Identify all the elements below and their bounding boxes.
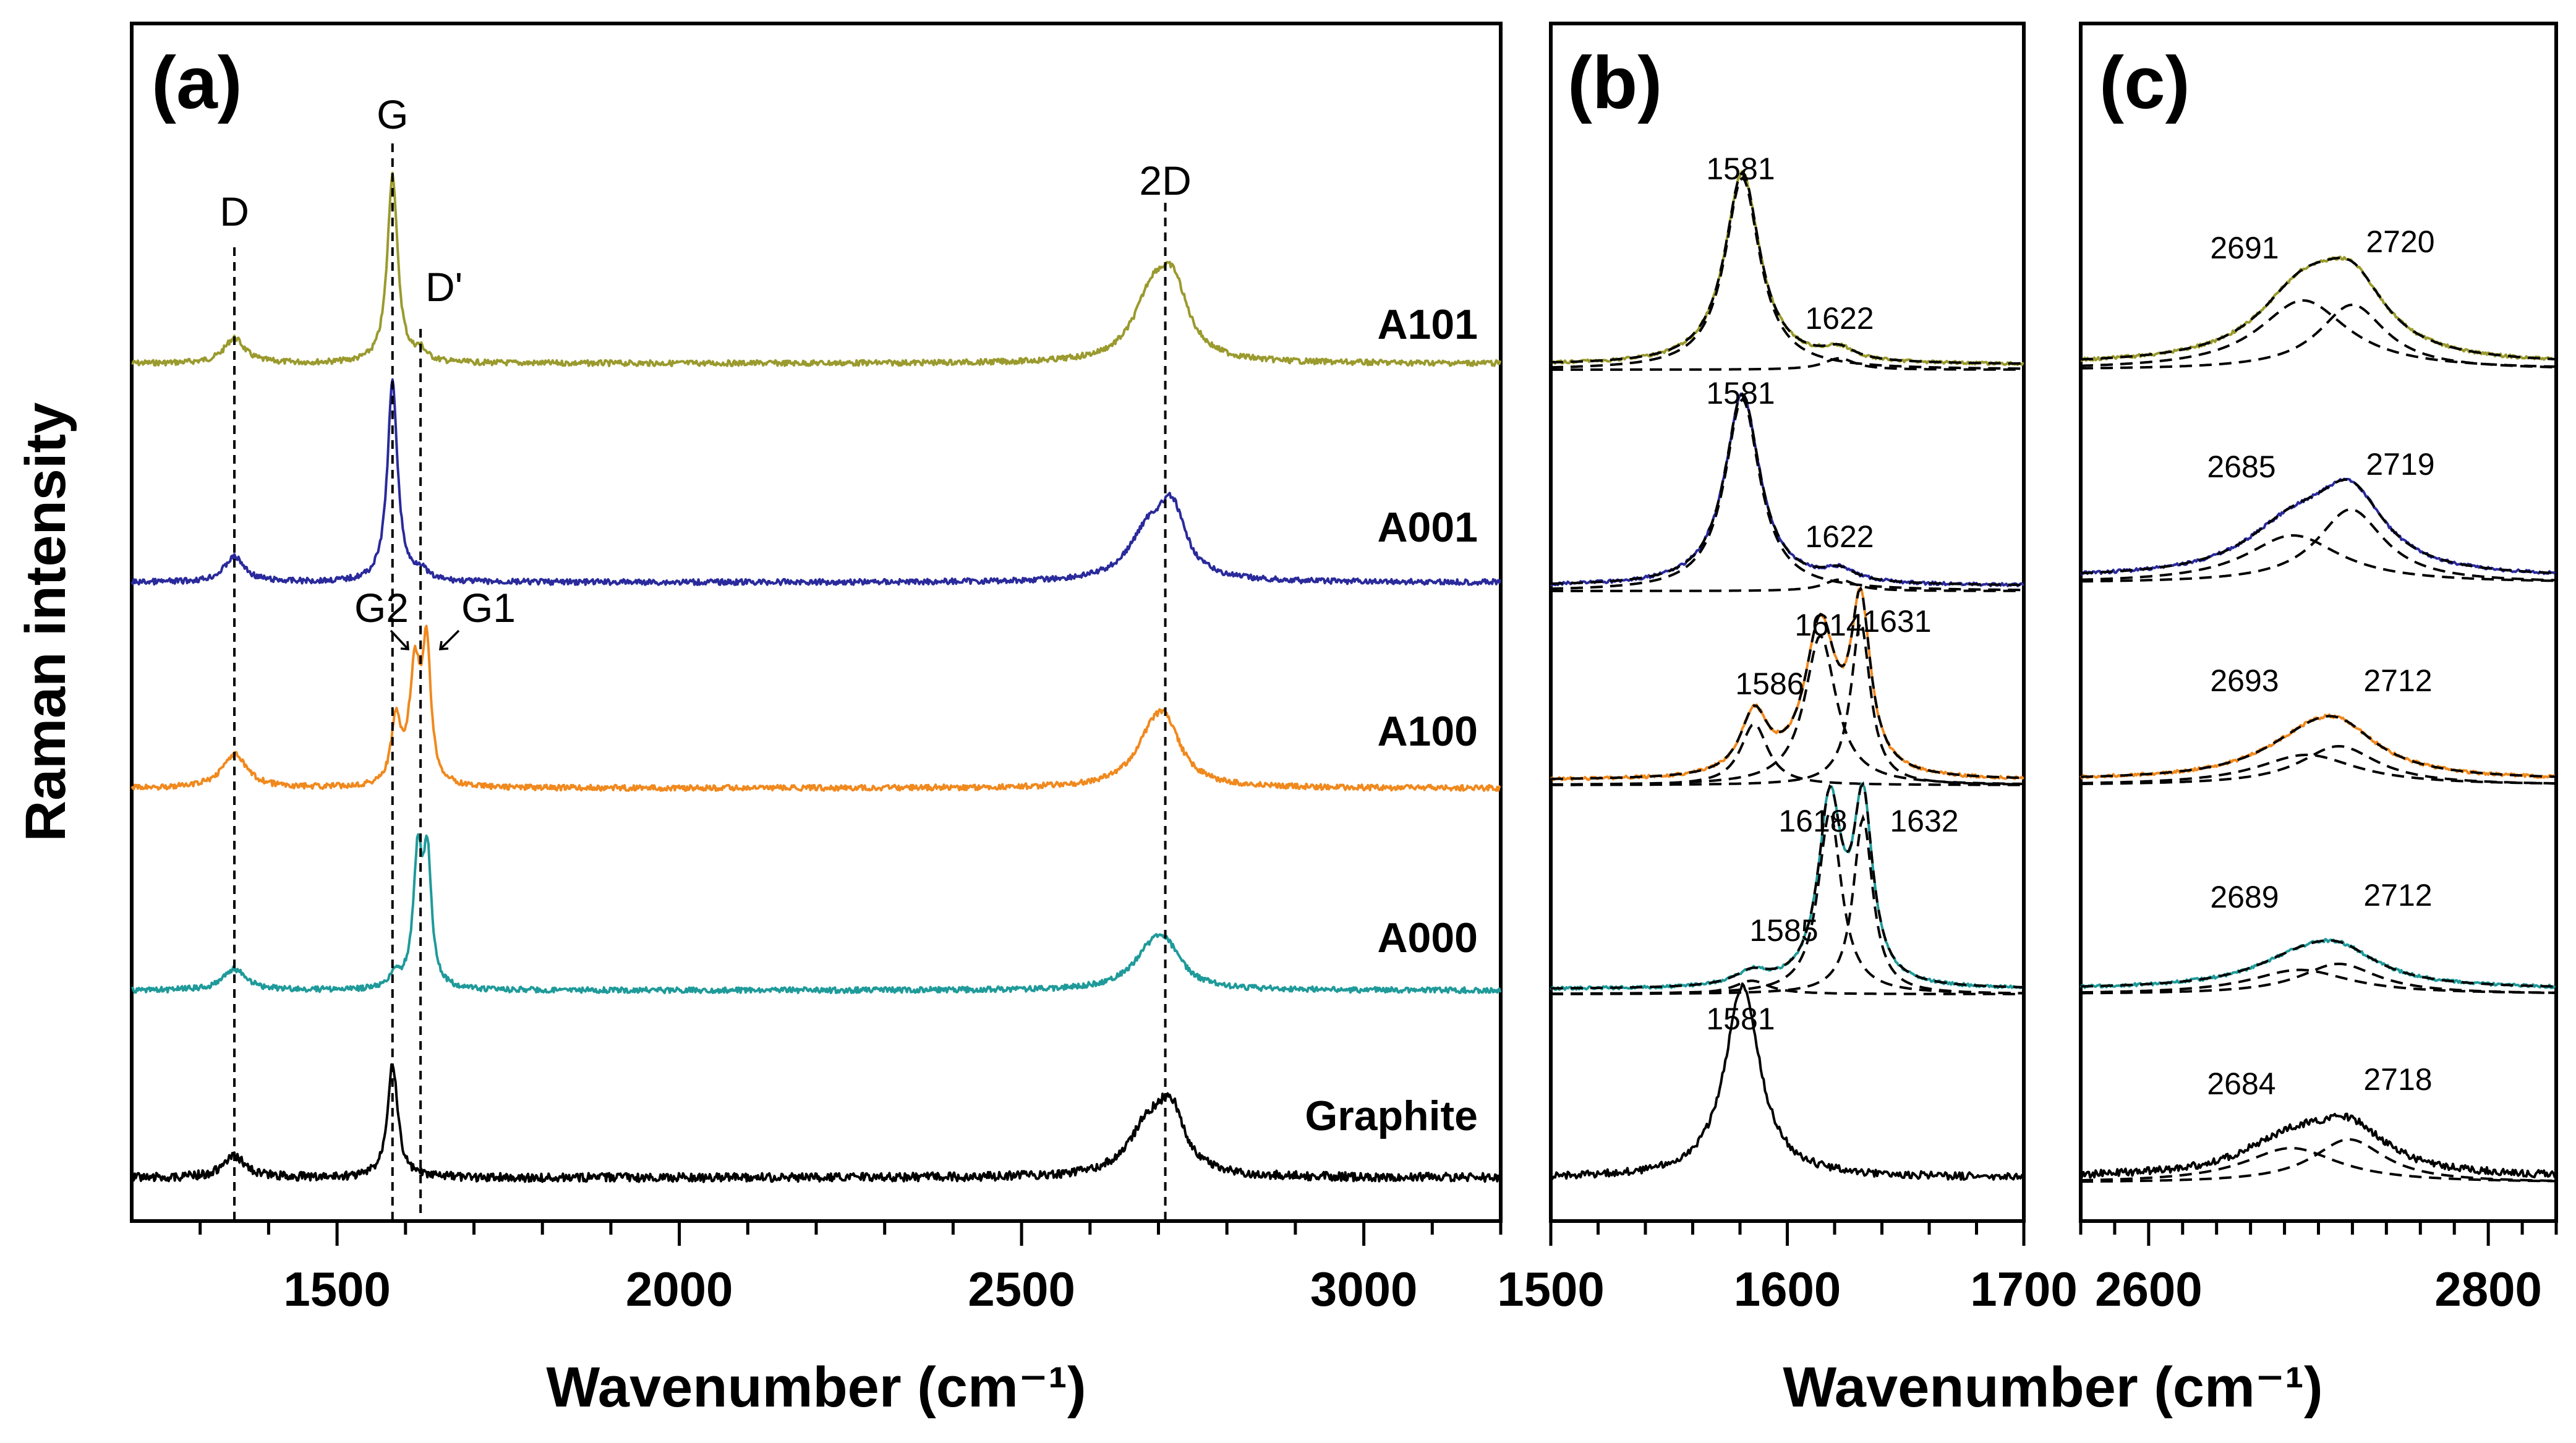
panel-a-label: (a) xyxy=(151,41,242,124)
panel-b-frame xyxy=(1549,22,2026,1223)
spectrum-a-a001 xyxy=(130,378,1502,586)
peak-value-b-3-1: 1618 xyxy=(1778,804,1847,838)
peak-value-c-4-1: 2718 xyxy=(2363,1062,2432,1097)
x-axis-title-a: Wavenumber (cm⁻¹) xyxy=(546,1356,1086,1419)
fit-component-b-2-1 xyxy=(1551,634,2024,786)
peak-value-c-4-0: 2684 xyxy=(2207,1066,2275,1101)
fit-envelope-c-0 xyxy=(2080,257,2557,361)
x-axis-title-bc: Wavenumber (cm⁻¹) xyxy=(1783,1356,2322,1419)
peak-letter-1: G xyxy=(377,92,408,137)
peak-value-c-0-1: 2720 xyxy=(2366,224,2434,259)
spectrum-b-graphite xyxy=(1550,982,2024,1181)
peak-value-b-2-0: 1586 xyxy=(1735,666,1804,701)
peak-value-b-1-1: 1622 xyxy=(1805,519,1874,554)
fit-envelope-b-0 xyxy=(1550,171,2024,365)
spectrum-a-a100 xyxy=(130,624,1501,792)
fit-component-b-1-1 xyxy=(1551,578,2024,592)
spectrum-c-a101 xyxy=(2081,255,2556,362)
label-g2: G2 xyxy=(354,585,409,631)
sample-label-a101: A101 xyxy=(1377,301,1478,348)
peak-value-c-3-0: 2689 xyxy=(2210,880,2279,914)
peak-value-b-0-0: 1581 xyxy=(1706,151,1775,186)
peak-value-b-3-0: 1585 xyxy=(1749,913,1818,948)
sample-label-a001: A001 xyxy=(1377,504,1478,551)
fit-component-c-1-0 xyxy=(2080,534,2557,582)
fit-component-c-0-0 xyxy=(2080,299,2557,368)
peak-value-b-3-2: 1632 xyxy=(1890,804,1958,838)
fit-envelope-c-1 xyxy=(2080,478,2557,574)
panel-a-frame xyxy=(130,22,1503,1223)
peak-value-c-1-1: 2719 xyxy=(2366,447,2434,482)
panel-c-frame xyxy=(2079,22,2558,1223)
panel-a-plot: A101 A001 A100 A000 Graphite D G D' 2D G2 G1 1500 20… xyxy=(130,92,1503,1316)
peak-value-c-1-0: 2685 xyxy=(2207,449,2275,484)
spectrum-c-a001 xyxy=(2079,477,2556,576)
fit-component-b-0-0 xyxy=(1550,176,2024,370)
fit-component-c-3-0 xyxy=(2080,968,2556,994)
fit-component-c-3-1 xyxy=(2081,962,2557,995)
peak-value-b-2-1: 1614 xyxy=(1794,608,1863,642)
panel-c-label: (c) xyxy=(2099,41,2190,124)
fit-component-b-3-0 xyxy=(1551,979,2024,995)
fit-envelope-b-2 xyxy=(1550,585,2024,780)
sample-label-a100: A100 xyxy=(1377,708,1478,755)
tick-label-a-0: 1500 xyxy=(283,1262,391,1316)
peak-value-b-2-2: 1631 xyxy=(1862,604,1931,639)
tick-label-c-0: 2600 xyxy=(2095,1262,2203,1316)
panel-c-plot: 2691 2720 2685 2719 2693 2712 2689 2712 2684 2718… xyxy=(2079,224,2558,1316)
peak-value-c-2-1: 2712 xyxy=(2363,663,2432,698)
fit-envelope-b-3 xyxy=(1551,781,2024,990)
tick-label-a-1: 2000 xyxy=(626,1262,733,1316)
fit-envelope-c-3 xyxy=(2080,939,2557,988)
fit-component-b-1-0 xyxy=(1550,398,2024,592)
fit-component-b-3-1 xyxy=(1551,809,2024,995)
fit-component-c-2-0 xyxy=(2080,754,2556,785)
label-g1: G1 xyxy=(461,585,516,631)
tick-label-a-2: 2500 xyxy=(968,1262,1075,1316)
fit-envelope-b-1 xyxy=(1550,392,2024,586)
fit-component-b-3-2 xyxy=(1551,814,2024,995)
spectrum-a-a101 xyxy=(131,171,1502,367)
fit-component-c-1-1 xyxy=(2081,508,2557,583)
fit-component-b-0-1 xyxy=(1551,357,2024,371)
arrow-g2 xyxy=(390,629,409,650)
fit-component-b-2-2 xyxy=(1551,618,2024,786)
peak-letter-2: D' xyxy=(425,264,463,310)
sample-label-a000: A000 xyxy=(1377,914,1478,961)
peak-value-b-0-1: 1622 xyxy=(1805,301,1874,336)
fit-component-c-0-1 xyxy=(2081,303,2557,370)
spectrum-a-graphite xyxy=(130,1063,1502,1183)
peak-letter-3: 2D xyxy=(1139,158,1191,203)
peak-value-c-2-0: 2693 xyxy=(2210,663,2279,698)
peak-letter-0: D xyxy=(220,189,249,234)
panel-b-label: (b) xyxy=(1567,41,1662,124)
peak-value-c-3-1: 2712 xyxy=(2363,878,2432,913)
sample-label-graphite: Graphite xyxy=(1305,1092,1478,1139)
tick-label-c-1: 2800 xyxy=(2434,1262,2542,1316)
y-axis-title: Raman intensity xyxy=(14,402,77,842)
arrow-g1 xyxy=(438,629,460,650)
tick-label-b-0: 1500 xyxy=(1497,1262,1605,1316)
spectrum-a-a000 xyxy=(131,833,1502,994)
spectrum-c-a000 xyxy=(2079,938,2556,989)
peak-value-b-4-0: 1581 xyxy=(1706,1002,1775,1036)
tick-label-b-1: 1600 xyxy=(1734,1262,1841,1316)
fit-envelope-c-2 xyxy=(2080,715,2557,778)
spectrum-c-graphite xyxy=(2079,1112,2556,1179)
spectrum-c-a100 xyxy=(2079,713,2555,780)
fit-component-c-4-1 xyxy=(2080,1138,2557,1183)
fit-component-c-2-1 xyxy=(2081,744,2556,785)
tick-label-b-2: 1700 xyxy=(1970,1262,2078,1316)
peak-value-c-0-0: 2691 xyxy=(2210,231,2279,265)
peak-value-b-1-0: 1581 xyxy=(1706,376,1775,411)
tick-label-a-3: 3000 xyxy=(1310,1262,1418,1316)
